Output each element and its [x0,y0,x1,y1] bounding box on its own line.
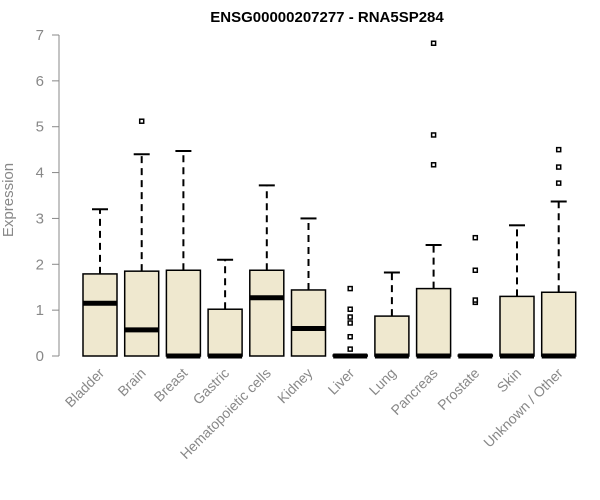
y-tick-label: 2 [36,256,44,273]
chart-title: ENSG00000207277 - RNA5SP284 [210,9,444,26]
outlier-point [555,146,562,153]
outlier-point [472,234,479,241]
box-group [290,217,327,357]
outlier-point [472,267,479,273]
box-rect [82,273,118,357]
outlier-point [347,314,353,320]
outlier-point [430,132,437,138]
box-group [82,208,118,357]
outlier-point [472,297,479,303]
x-tick-label: Brain [114,365,148,399]
x-tick-label: Bladder [62,365,108,411]
box-rect [249,269,285,357]
box-group [249,184,285,357]
outlier-point [430,40,437,47]
box-rect [123,270,160,357]
y-tick-label: 6 [36,73,44,90]
box-rect [415,287,452,357]
outlier-point [347,346,353,352]
boxes-layer [82,40,577,359]
x-tick-label: Kidney [274,365,316,407]
outlier-point [555,164,562,170]
y-tick-label: 1 [36,302,44,319]
box-rect [374,315,410,357]
y-axis-label: Expression [0,163,17,237]
outlier-point [347,306,353,312]
box-group [457,234,494,359]
outlier-point [138,118,145,124]
y-tick-label: 0 [36,348,44,365]
box-group [540,146,577,359]
y-tick-label: 4 [36,165,44,182]
outlier-point [430,162,437,168]
box-group [374,271,410,359]
box-group [499,224,535,359]
x-tick-label: Liver [325,365,358,398]
outlier-point [347,333,353,340]
x-tick-label: Prostate [434,365,482,413]
box-group [415,40,452,359]
box-group [165,150,202,359]
y-tick-label: 7 [36,27,44,44]
x-tick-label: Unknown / Other [480,365,566,451]
outlier-point [347,320,353,326]
box-group [123,118,160,357]
y-tick-label: 3 [36,210,44,227]
box-rect [290,289,327,357]
outlier-point [347,285,353,292]
box-group [207,258,243,359]
outlier-point [555,180,562,186]
y-tick-label: 5 [36,119,44,136]
x-tick-label: Breast [151,365,191,405]
box-rect [540,291,577,357]
box-rect [165,269,202,357]
box-group [332,285,368,359]
box-rect [499,295,535,357]
box-rect [207,308,243,357]
x-tick-label: Lung [366,365,399,398]
x-tick-label: Skin [494,365,525,396]
y-axis: 0 1 2 3 4 5 6 7 [36,27,60,365]
